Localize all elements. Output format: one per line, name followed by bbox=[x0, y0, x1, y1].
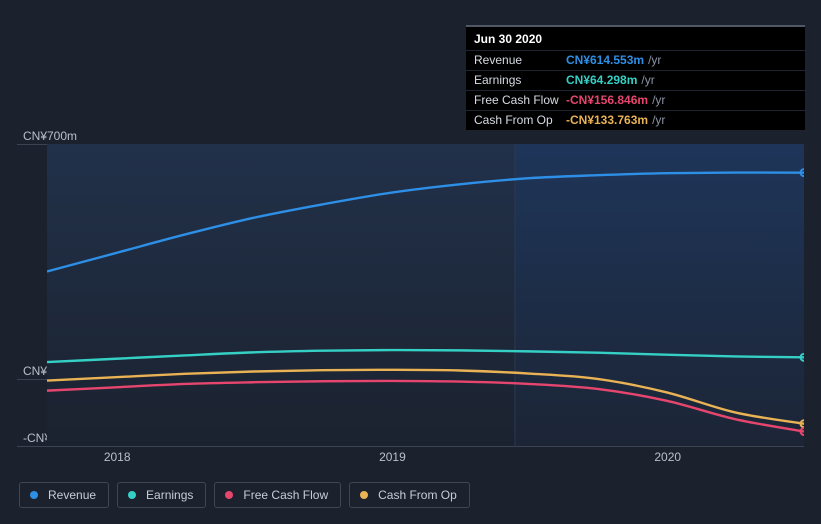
legend-item-label: Earnings bbox=[146, 488, 193, 502]
legend-item-earnings[interactable]: Earnings bbox=[117, 482, 206, 508]
tooltip-row: RevenueCN¥614.553m/yr bbox=[466, 50, 805, 70]
tooltip-row: Cash From Op-CN¥133.763m/yr bbox=[466, 110, 805, 130]
plot-bg-left bbox=[47, 144, 515, 446]
legend-dot-icon bbox=[225, 491, 233, 499]
legend-dot-icon bbox=[360, 491, 368, 499]
tooltip-row-unit: /yr bbox=[652, 113, 665, 128]
legend-item-label: Cash From Op bbox=[378, 488, 457, 502]
tooltip-row-label: Free Cash Flow bbox=[474, 93, 566, 108]
tooltip-row-unit: /yr bbox=[641, 73, 654, 88]
legend-item-revenue[interactable]: Revenue bbox=[19, 482, 109, 508]
tooltip-row-unit: /yr bbox=[652, 93, 665, 108]
tooltip-row-label: Revenue bbox=[474, 53, 566, 68]
tooltip-row-label: Earnings bbox=[474, 73, 566, 88]
tooltip-row: EarningsCN¥64.298m/yr bbox=[466, 70, 805, 90]
tooltip-row-unit: /yr bbox=[648, 53, 661, 68]
tooltip-title: Jun 30 2020 bbox=[466, 27, 805, 50]
plot-bg-right bbox=[515, 144, 804, 446]
chart-legend: Revenue Earnings Free Cash Flow Cash From O… bbox=[19, 482, 470, 508]
legend-dot-icon bbox=[128, 491, 136, 499]
tooltip-row: Free Cash Flow-CN¥156.846m/yr bbox=[466, 90, 805, 110]
x-axis-label: 2020 bbox=[654, 450, 681, 464]
tooltip-row-value: -CN¥133.763m bbox=[566, 113, 648, 128]
legend-item-label: Free Cash Flow bbox=[243, 488, 328, 502]
legend-item-cash_from_op[interactable]: Cash From Op bbox=[349, 482, 470, 508]
legend-dot-icon bbox=[30, 491, 38, 499]
x-axis-label: 2019 bbox=[379, 450, 406, 464]
legend-item-free_cash_flow[interactable]: Free Cash Flow bbox=[214, 482, 341, 508]
tooltip-row-label: Cash From Op bbox=[474, 113, 566, 128]
legend-item-label: Revenue bbox=[48, 488, 96, 502]
chart-plot-area bbox=[47, 144, 804, 446]
x-axis-label: 2018 bbox=[104, 450, 131, 464]
tooltip-row-value: CN¥614.553m bbox=[566, 53, 644, 68]
tooltip-row-value: -CN¥156.846m bbox=[566, 93, 648, 108]
chart-svg bbox=[47, 144, 804, 446]
financials-chart-container: { "tooltip": { "title": "Jun 30 2020", "… bbox=[0, 0, 821, 524]
chart-tooltip: Jun 30 2020 RevenueCN¥614.553m/yrEarning… bbox=[466, 25, 805, 130]
tooltip-row-value: CN¥64.298m bbox=[566, 73, 637, 88]
gridline bbox=[17, 446, 804, 447]
y-axis-label: CN¥700m bbox=[23, 129, 77, 143]
